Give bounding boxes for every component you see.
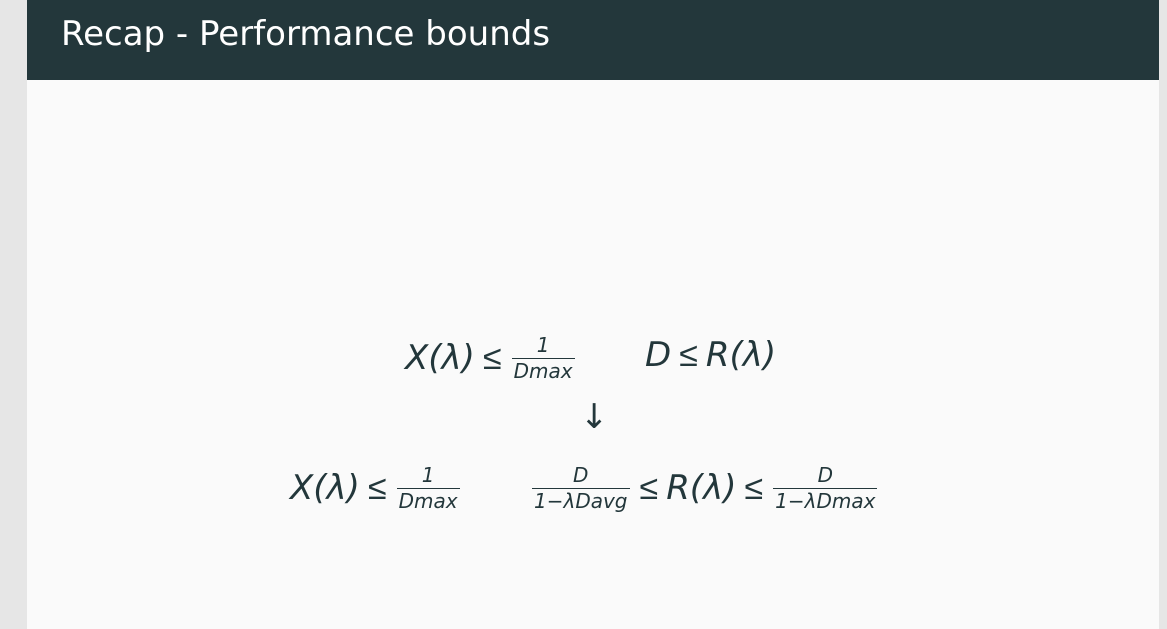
- leq-symbol: ≤: [679, 335, 698, 375]
- fraction-denominator: Dmax: [396, 488, 460, 513]
- leq-symbol: ≤: [482, 338, 502, 378]
- fraction-numerator: 1: [536, 333, 550, 357]
- throughput-lhs: X(λ): [290, 468, 360, 508]
- response-bound-formula-2: D 1−λDavg ≤ R(λ) ≤ D 1−λDmax: [530, 465, 879, 511]
- fraction: 1 Dmax: [396, 463, 460, 513]
- down-arrow-icon: ↓: [580, 397, 609, 437]
- throughput-lhs: X(λ): [405, 338, 475, 378]
- throughput-bound-formula-2: X(λ) ≤ 1 Dmax: [290, 465, 462, 511]
- response-rhs: R(λ): [705, 335, 777, 375]
- leq-symbol: ≤: [367, 468, 387, 508]
- fraction-numerator: D: [573, 463, 589, 487]
- fraction-numerator: 1: [421, 463, 435, 487]
- fraction-denominator: Dmax: [511, 358, 575, 383]
- leq-symbol: ≤: [639, 468, 659, 508]
- fraction-upper: D 1−λDmax: [773, 463, 878, 513]
- fraction-numerator: D: [817, 463, 833, 487]
- slide-title: Recap - Performance bounds: [61, 14, 551, 54]
- slide: Recap - Performance bounds: [27, 0, 1159, 629]
- fraction-lower: D 1−λDavg: [532, 465, 630, 511]
- fraction-denominator: 1−λDavg: [532, 488, 630, 513]
- response-bound-formula: D ≤ R(λ): [645, 335, 776, 375]
- title-bar: Recap - Performance bounds: [27, 0, 1159, 80]
- fraction-denominator: 1−λDmax: [773, 488, 878, 513]
- response-lhs: D: [645, 335, 672, 375]
- throughput-bound-formula: X(λ) ≤ 1 Dmax: [405, 335, 577, 381]
- response-mid: R(λ): [666, 468, 737, 508]
- fraction: 1 Dmax: [511, 333, 575, 383]
- leq-symbol: ≤: [744, 468, 764, 508]
